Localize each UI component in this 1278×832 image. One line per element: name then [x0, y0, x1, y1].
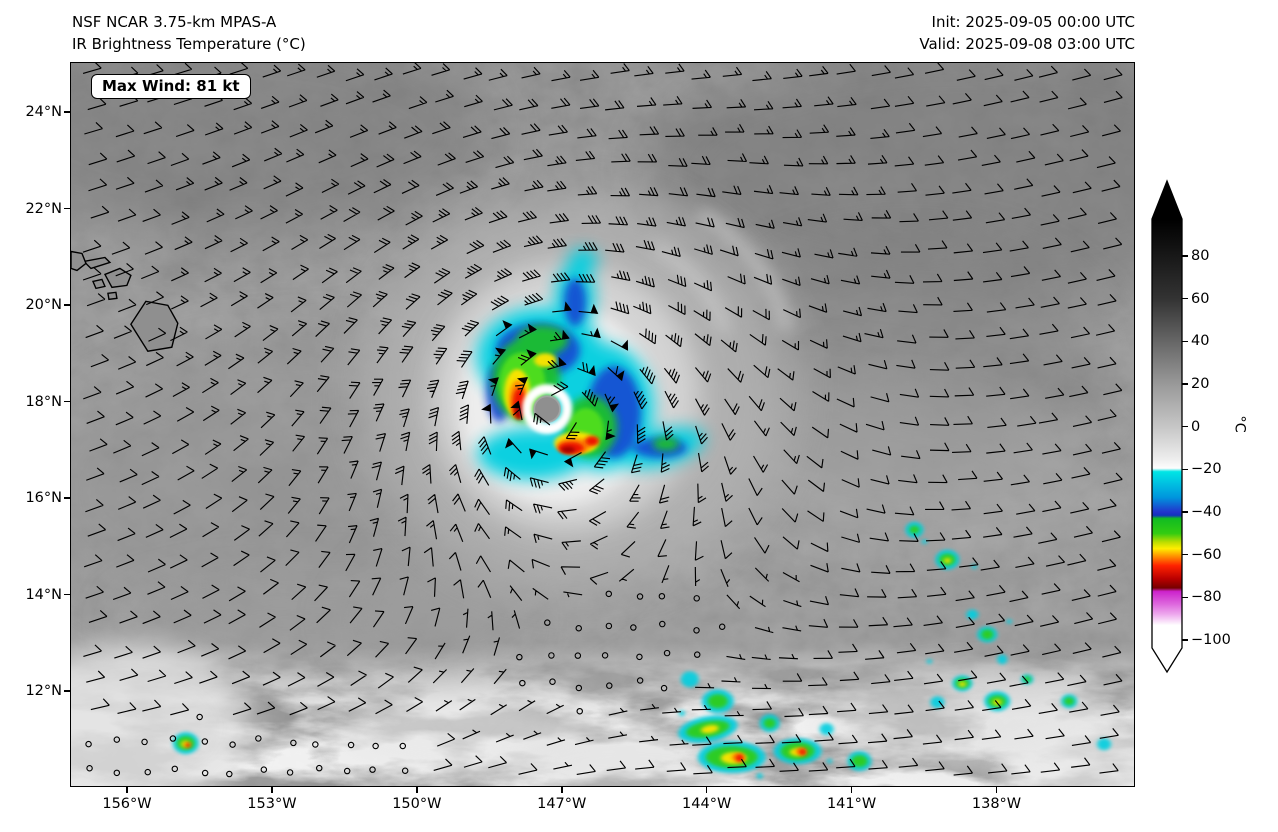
y-axis-tick-mark	[64, 111, 70, 113]
colorbar-tick-label: 20	[1191, 376, 1210, 392]
colorbar-tick-label: −60	[1191, 546, 1222, 563]
x-axis-tick-label: 156°W	[102, 796, 152, 812]
y-axis-tick-mark	[64, 400, 70, 403]
x-axis-tick-label: 150°W	[392, 796, 442, 812]
valid-time-label: Valid: 2025-09-08 03:00 UTC	[919, 35, 1135, 53]
maui-outline	[103, 267, 132, 289]
colorbar-tick-label: 60	[1191, 290, 1210, 307]
colorbar-tick-mark	[1182, 340, 1188, 343]
wind-barb-shafts	[82, 63, 1123, 776]
x-axis-tick-label: 144°W	[682, 796, 732, 812]
colorbar-tick-mark	[1182, 425, 1188, 428]
y-axis-tick-label: 14°N	[25, 586, 62, 603]
colorbar-tick-label: 80	[1191, 248, 1210, 264]
colorbar-tick-label: 40	[1191, 333, 1210, 350]
x-axis-tick-mark	[705, 787, 708, 793]
colorbar-tick-mark	[1182, 553, 1188, 556]
x-axis-tick-label: 147°W	[537, 796, 587, 812]
wind-barbs-layer	[82, 63, 1123, 778]
x-axis-tick-mark	[271, 787, 273, 793]
y-axis-tick-label: 24°N	[25, 104, 62, 120]
colorbar-tick-label: −40	[1191, 504, 1222, 521]
colorbar-tick-mark	[1182, 383, 1188, 385]
colorbar-tick-label: −20	[1191, 461, 1222, 478]
x-axis-tick-mark	[416, 787, 418, 793]
max-wind-badge: Max Wind: 81 kt	[91, 74, 251, 99]
figure-title: NSF NCAR 3.75-km MPAS-A IR Brightness Te…	[72, 11, 306, 55]
storm-core	[476, 248, 705, 480]
oahu-outline	[71, 250, 87, 272]
big-island-outline	[130, 300, 179, 352]
hawaii-islands	[71, 250, 179, 352]
colorbar-tick-mark	[1182, 639, 1188, 641]
y-axis-tick-mark	[64, 207, 70, 210]
colorbar-tick-label: 0	[1191, 418, 1201, 435]
x-axis-tick-label: 138°W	[971, 796, 1022, 812]
y-axis-tick-label: 20°N	[25, 297, 62, 313]
field-name: IR Brightness Temperature (°C)	[72, 35, 306, 53]
colorbar	[1150, 178, 1184, 676]
y-axis-tick-mark	[64, 690, 70, 692]
colorbar-tick-mark	[1182, 468, 1188, 471]
y-axis-tick-label: 16°N	[25, 490, 62, 506]
x-axis-tick-mark	[126, 787, 128, 793]
y-axis-tick-label: 12°N	[25, 683, 62, 699]
colorbar-tick-mark	[1182, 297, 1188, 300]
x-axis-tick-mark	[850, 787, 853, 793]
wind-barb-pennants	[481, 301, 629, 468]
y-axis-tick-label: 18°N	[25, 393, 62, 410]
x-axis-tick-label: 153°W	[247, 796, 297, 812]
colorbar-tick-mark	[1182, 511, 1188, 513]
x-axis-tick-mark	[560, 787, 563, 793]
y-axis-tick-mark	[64, 593, 70, 596]
colorbar-tick-label: −80	[1191, 589, 1222, 606]
molokai-outline	[82, 256, 112, 270]
max-wind-label: Max Wind: 81 kt	[102, 77, 240, 95]
map-plot-area: Max Wind: 81 kt	[70, 62, 1135, 787]
model-name: NSF NCAR 3.75-km MPAS-A	[72, 13, 277, 31]
figure-times: Init: 2025-09-05 00:00 UTC Valid: 2025-0…	[919, 11, 1135, 55]
lanai-outline	[91, 278, 106, 290]
colorbar-tick-label: −100	[1191, 632, 1231, 649]
init-time-label: Init: 2025-09-05 00:00 UTC	[931, 13, 1135, 31]
ir-satellite-map	[71, 63, 1134, 786]
colorbar-tick-mark	[1182, 255, 1188, 257]
x-axis-tick-label: 141°W	[826, 796, 877, 812]
colorbar-bar	[1151, 179, 1183, 674]
x-axis-tick-mark	[995, 787, 998, 793]
y-axis-tick-label: 22°N	[25, 200, 62, 217]
kahoolawe-outline	[107, 291, 118, 301]
scattered-convection	[172, 521, 1112, 780]
colorbar-tick-mark	[1182, 596, 1188, 599]
y-axis-tick-mark	[64, 304, 70, 306]
calm-wind-circles	[85, 590, 726, 778]
y-axis-tick-mark	[64, 497, 70, 499]
